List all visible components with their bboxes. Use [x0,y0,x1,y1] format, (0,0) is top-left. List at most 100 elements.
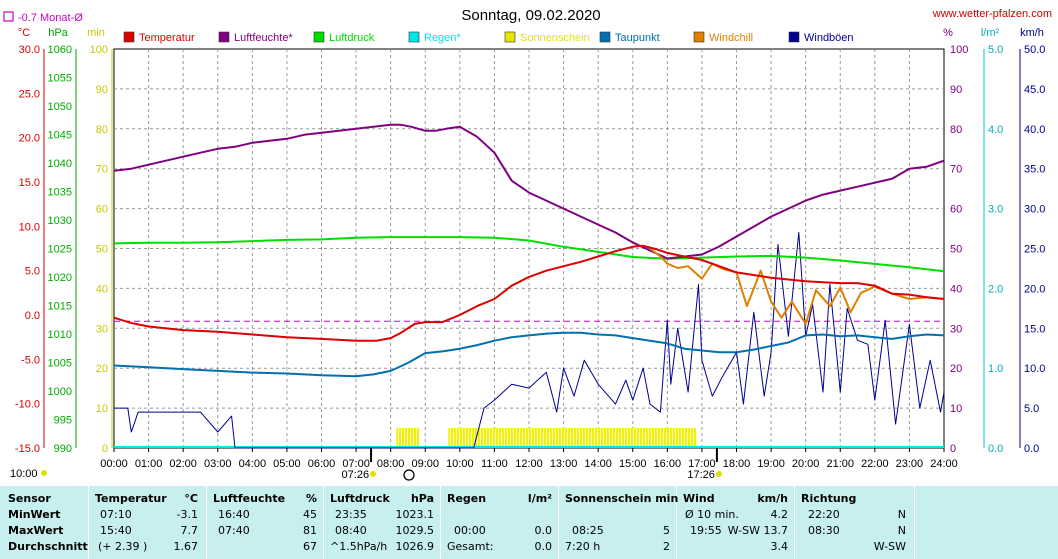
axis-wind-tick: 10.0 [1024,363,1045,375]
legend-swatch [313,31,325,43]
axis-temp-tick: 20.0 [19,133,40,145]
x-tick-label: 20:00 [792,458,820,470]
col-sensor: Sensor MinWert MaxWert Durchschnitt [0,486,89,559]
legend-label: Windböen [804,32,854,44]
axes: 30.0 25.0 20.0 15.0 10.0 5.0 0.0 -5.0 -10.0 -15.0… [15,44,1046,455]
x-tick-label: 22:00 [861,458,889,470]
x-tick-label: 24:00 [930,458,958,470]
legend: Temperatur Luftfeuchte* Luftdruck Regen* Son… [123,31,854,44]
x-tick-label: 17:00 [688,458,716,470]
temp-trend: (+ 2.39 ) [98,540,148,553]
temperature-series [113,244,945,342]
pressure-trend: ^1.5hPa/h [330,540,388,553]
pressure-min-val: 1023.1 [395,508,435,521]
axis-pressure-tick: 1010 [48,329,72,341]
sunrise-label: 07:26 [342,469,370,481]
axis-temp-tick: -5.0 [21,354,40,366]
row-label-sensor: Sensor [8,492,51,505]
temp-min-val: -3.1 [176,508,198,521]
pressure-avg-val: 1026.9 [395,540,435,553]
legend-swatch [788,31,800,43]
x-tick-label: 02:00 [169,458,197,470]
axis-sun-tick: 40 [96,283,108,295]
legend-label: Windchill [709,32,753,44]
unit-percent: % [943,27,953,39]
row-label-max: MaxWert [8,524,64,537]
dir-avg-val: W-SW [873,540,906,553]
wind-max-val: W-SW 13.7 [727,524,788,537]
humidity-series [113,123,945,260]
pressure-min-time: 23:35 [335,508,367,521]
col-sun: Sonnenschein min 08:25 5 7:20 h 2 [558,486,678,559]
sunrise-icon [370,471,377,477]
axis-sun-tick: 80 [96,124,108,136]
axis-sun-tick: 60 [96,204,108,216]
pressure-max-time: 08:40 [335,524,367,537]
x-tick-label: 00:00 [100,458,128,470]
col-pressure: Luftdruck hPa 23:35 1023.1 08:40 1029.5 … [323,486,441,559]
rain-total-label: Gesamt: [447,540,494,553]
chart-title: Sonntag, 09.02.2020 [461,7,600,24]
temp-head: Temperatur [95,492,167,505]
axis-humidity-tick: 80 [950,124,962,136]
humidity-min-time: 16:40 [218,508,250,521]
humidity-head: Luftfeuchte [213,492,286,505]
sunshine-bar [396,428,420,448]
axis-rain-tick: 5.0 [988,44,1003,56]
x-axis: 00:00 01:00 02:00 03:00 04:00 05:00 06:00 07:00… [100,448,958,481]
axis-pressure-tick: 1035 [48,187,72,199]
site-link[interactable]: www.wetter-pfalzen.com [932,8,1052,20]
x-tick-label: 01:00 [135,458,163,470]
humidity-max-val: 81 [303,524,317,537]
rain-max-val: 0.0 [534,524,553,537]
x-tick-label: 08:00 [377,458,405,470]
pressure-unit: hPa [410,492,434,505]
legend-label: Luftfeuchte* [234,32,293,44]
temp-max-val: 7.7 [180,524,199,537]
rain-max-time: 00:00 [454,524,486,537]
legend-swatch [218,31,230,43]
legend-swatch [504,31,516,43]
axis-humidity-tick: 90 [950,84,962,96]
sunshine-bar [448,428,697,448]
humidity-unit: % [305,492,317,505]
axis-temp-tick: 5.0 [25,266,40,278]
axis-humidity-tick: 30 [950,323,962,335]
legend-label: Temperatur [139,32,195,44]
axis-sun-tick: 70 [96,164,108,176]
unit-kmh: km/h [1020,27,1044,39]
axis-pressure-tick: 990 [54,443,72,455]
legend-swatch [408,31,420,43]
wind-max-time: 19:55 [690,524,722,537]
legend-swatch [123,31,135,43]
axis-rain-tick: 4.0 [988,124,1003,136]
sun-max-time: 08:25 [572,524,604,537]
axis-temp-tick: 10.0 [19,221,40,233]
wind-head: Wind [683,492,715,505]
axis-temp-tick: -15.0 [15,443,40,455]
temp-max-time: 15:40 [100,524,132,537]
col-temp: Temperatur °C 07:10 -3.1 15:40 7.7 (+ 2.… [88,486,207,559]
axis-temp-tick: 15.0 [19,177,40,189]
axis-humidity-tick: 40 [950,283,962,295]
axis-wind-tick: 35.0 [1024,164,1045,176]
axis-wind-tick: 50.0 [1024,44,1045,56]
axis-wind-tick: 40.0 [1024,124,1045,136]
axis-wind-tick: 25.0 [1024,244,1045,256]
x-tick-label: 10:00 [446,458,474,470]
axis-wind-tick: 20.0 [1024,283,1045,295]
x-tick-label: 19:00 [757,458,785,470]
month-avg-label: -0.7 Monat-Ø [18,12,83,24]
wind-avg10-val: 4.2 [770,508,789,521]
rain-unit: l/m² [527,492,552,505]
x-tick-label: 09:00 [411,458,439,470]
rain-total-val: 0.0 [534,540,553,553]
sun-max-val: 5 [663,524,670,537]
axis-humidity-tick: 100 [950,44,968,56]
unit-hpa: hPa [48,27,68,39]
axis-humidity-tick: 60 [950,204,962,216]
axis-pressure-tick: 1005 [48,358,72,370]
x-tick-label: 16:00 [654,458,682,470]
moonrise-label: 10:00 [10,468,38,480]
moonrise-icon [41,470,47,476]
